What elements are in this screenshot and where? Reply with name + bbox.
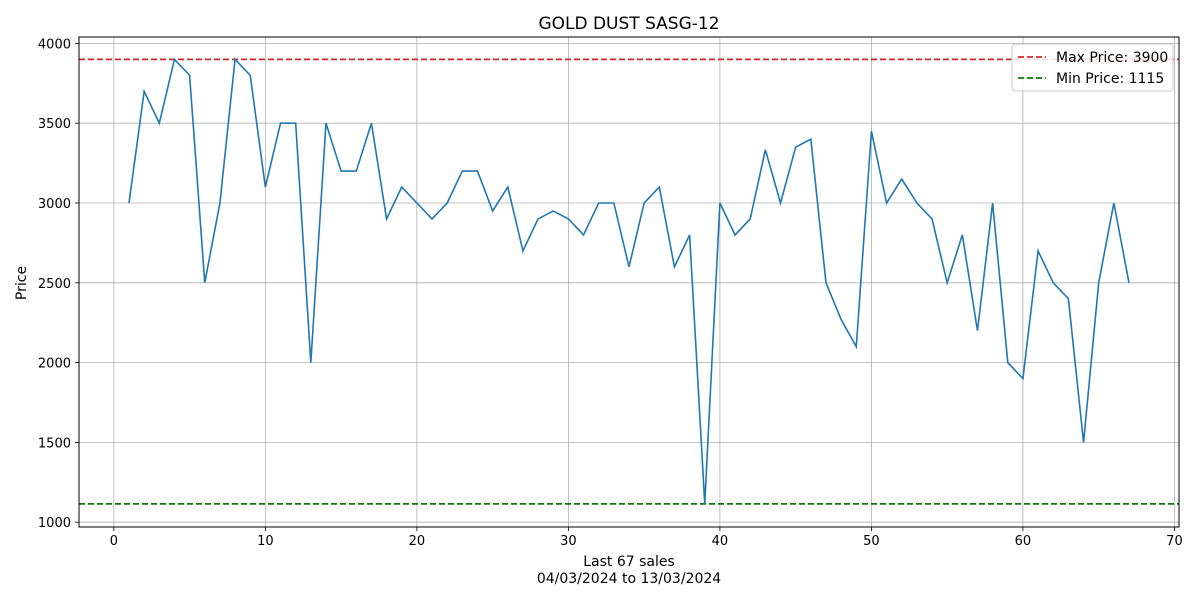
legend-min-label: Min Price: 1115 [1056,71,1164,87]
x-tick-label: 40 [712,534,729,549]
chart-title: GOLD DUST SASG-12 [538,14,719,34]
y-axis-label: Price [14,266,30,300]
y-tick-label: 2500 [38,277,71,292]
x-tick-label: 10 [257,534,274,549]
legend: Max Price: 3900 Min Price: 1115 [1011,43,1174,92]
x-tick-label: 70 [1166,534,1183,549]
x-axis-ticks: 0 10 20 30 40 50 60 70 [110,527,1183,549]
plot-area-frame [78,36,1180,528]
x-tick-label: 30 [560,534,577,549]
x-axis-label: Last 67 sales [583,554,675,570]
y-tick-label: 1500 [38,436,71,451]
y-tick-label: 3000 [38,197,71,212]
x-tick-label: 20 [409,534,426,549]
grid [79,37,1179,527]
price-series-line [128,57,1130,504]
x-tick-label: 0 [110,534,118,549]
reference-lines [79,58,1179,505]
legend-max-label: Max Price: 3900 [1056,50,1168,66]
y-tick-label: 3500 [38,117,71,132]
y-tick-label: 4000 [38,37,71,52]
price-points [128,59,1130,504]
y-tick-label: 1000 [38,516,71,531]
x-tick-label: 50 [863,534,880,549]
x-tick-label: 60 [1015,534,1032,549]
y-axis-ticks: 1000 1500 2000 2500 3000 3500 4000 [38,37,79,531]
legend-box [1011,43,1174,92]
y-tick-label: 2000 [38,357,71,372]
x-axis-sublabel: 04/03/2024 to 13/03/2024 [537,571,721,587]
